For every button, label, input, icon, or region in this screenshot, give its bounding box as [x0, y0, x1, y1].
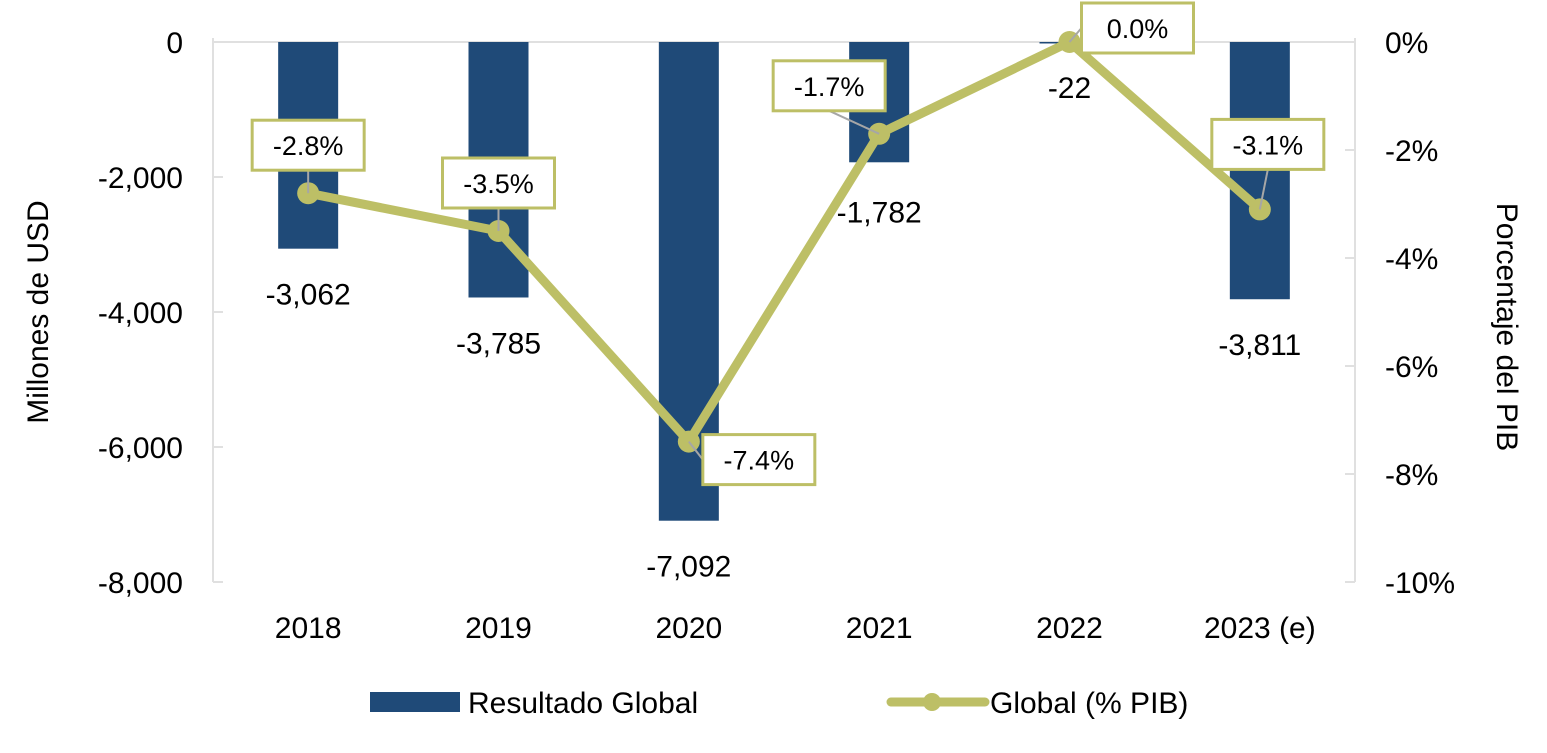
y-left-tick-label: 0	[166, 27, 183, 60]
line-series	[297, 31, 1271, 453]
legend-swatch-bar	[370, 692, 460, 712]
bar-data-labels: -3,062 -3,785 -7,092 -1,782 -22 -3,811	[266, 72, 1302, 584]
line-label-box	[250, 118, 366, 172]
y-right-tick-label: -2%	[1385, 135, 1438, 168]
y-right-tick-label: 0%	[1385, 27, 1428, 60]
label-leader-line	[688, 440, 704, 461]
y-right-tick-label: -6%	[1385, 351, 1438, 384]
line-path	[307, 37, 1263, 447]
y-left-tick-label: -8,000	[98, 567, 183, 600]
y-right-tick-label: -4%	[1385, 243, 1438, 276]
legend: Resultado Global Global (% PIB)	[370, 687, 1188, 720]
label-leader-line	[1258, 169, 1269, 210]
line-label-box	[701, 433, 817, 487]
legend-label-bar: Resultado Global	[468, 687, 698, 720]
line-label-box	[1210, 117, 1326, 171]
legend-label-line: Global (% PIB)	[990, 687, 1188, 720]
line-value-label: -3.5%	[463, 169, 534, 199]
line-value-label: -1.7%	[794, 72, 865, 102]
x-tick-label: 2023 (e)	[1204, 612, 1316, 645]
legend-swatch-marker	[923, 693, 941, 711]
bar-value-label: -7,092	[646, 551, 731, 584]
x-tick-label: 2018	[275, 612, 342, 645]
x-tick-label: 2019	[465, 612, 532, 645]
bar-value-label: -3,785	[456, 327, 541, 360]
y-axis-left-title: Millones de USD	[22, 200, 55, 423]
y-axis-right-title: Porcentaje del PIB	[1490, 203, 1523, 451]
y-right-tick-label: -10%	[1385, 567, 1455, 600]
axes: 0 -2,000 -4,000 -6,000 -8,000 0% -2% -4% -6% -8% -…	[98, 27, 1455, 600]
line-data-labels: -2.8% -3.5% -7.4% -1.7% 0.0% -3.1%	[250, 1, 1326, 487]
label-leader-line	[828, 109, 880, 135]
x-tick-label: 2020	[655, 612, 722, 645]
line-value-label: -3.1%	[1233, 130, 1304, 160]
x-axis-tick-labels: 2018 2019 2020 2021 2022 2023 (e)	[275, 612, 1316, 645]
x-tick-label: 2022	[1036, 612, 1103, 645]
bar-value-label: -3,811	[1218, 329, 1301, 362]
y-left-tick-label: -4,000	[98, 297, 183, 330]
y-right-tick-label: -8%	[1385, 459, 1438, 492]
y-left-tick-label: -6,000	[98, 432, 183, 465]
label-leader-line	[1068, 27, 1083, 43]
line-label-box	[441, 156, 556, 210]
line-label-box	[1080, 1, 1195, 55]
line-label-box	[771, 59, 887, 113]
line-value-label: -2.8%	[273, 131, 344, 161]
line-value-label: 0.0%	[1107, 14, 1169, 44]
x-tick-label: 2021	[846, 612, 913, 645]
bar-value-label: -3,062	[266, 279, 351, 312]
bar-value-label: -1,782	[837, 196, 922, 229]
y-left-tick-label: -2,000	[98, 162, 183, 195]
line-value-label: -7.4%	[724, 446, 795, 476]
bar-value-label: -22	[1048, 72, 1091, 105]
